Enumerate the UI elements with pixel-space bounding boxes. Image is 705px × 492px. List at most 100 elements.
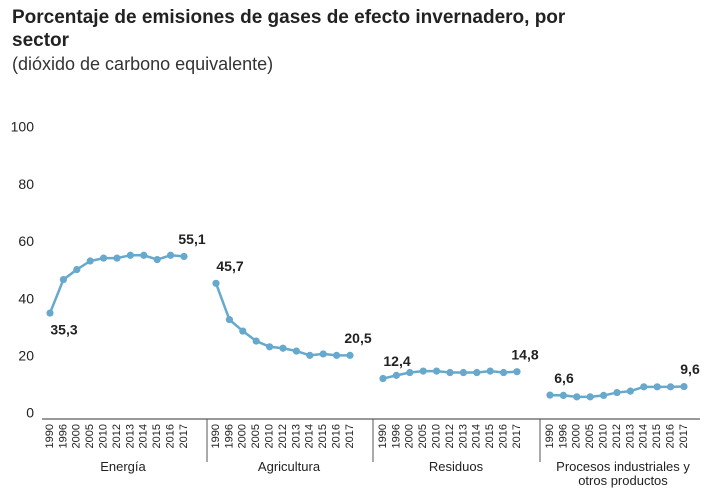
panel-label: Agricultura — [257, 459, 321, 474]
x-tick-label: 2013 — [124, 424, 136, 448]
point — [459, 368, 467, 377]
x-tick-label: 2015 — [651, 424, 663, 448]
x-tick-label: 1990 — [44, 424, 56, 448]
data-label: 55,1 — [178, 231, 205, 247]
x-tick-label: 2015 — [317, 424, 329, 448]
x-tick-label: 2016 — [498, 424, 510, 448]
y-tick-label: 100 — [11, 119, 35, 135]
line — [48, 254, 185, 314]
data-label: 45,7 — [216, 258, 243, 274]
x-tick-label: 2005 — [84, 424, 96, 448]
x-tick-label: 2000 — [71, 424, 83, 448]
x-tick-label: 1996 — [223, 424, 235, 448]
point — [513, 368, 521, 376]
point — [626, 387, 635, 395]
x-tick-label: 2005 — [584, 424, 596, 448]
point — [680, 382, 688, 391]
x-tick-label: 2010 — [264, 424, 276, 448]
x-tick-label: 2000 — [404, 424, 416, 448]
x-tick-label: 2016 — [665, 424, 677, 448]
point — [252, 337, 260, 345]
point — [473, 368, 481, 377]
point — [319, 350, 327, 358]
x-tick-label: 2015 — [484, 424, 496, 448]
point — [406, 368, 414, 377]
panel-label: Energía — [100, 459, 146, 474]
x-tick-label: 2014 — [138, 424, 150, 448]
point — [153, 255, 161, 264]
data-label: 9,6 — [680, 361, 700, 377]
x-tick-label: 2010 — [98, 424, 110, 448]
x-tick-label: 2005 — [250, 424, 262, 448]
point — [640, 383, 648, 391]
x-tick-label: 2010 — [598, 424, 610, 448]
point — [225, 316, 233, 324]
x-tick-label: 1990 — [377, 424, 389, 448]
y-tick-label: 40 — [18, 290, 34, 306]
panel-label: Procesos industriales y otros productos — [556, 459, 690, 488]
x-tick-label: 2017 — [678, 424, 690, 448]
point — [167, 251, 175, 259]
point — [500, 368, 508, 377]
x-tick-label: 2013 — [624, 424, 636, 448]
data-label: 6,6 — [554, 370, 574, 386]
data-label: 12,4 — [383, 353, 410, 369]
point — [379, 374, 387, 383]
x-tick-label: 2017 — [178, 424, 190, 448]
x-tick-label: 2014 — [638, 424, 650, 448]
x-tick-label: 2017 — [511, 424, 523, 448]
point — [239, 327, 247, 335]
x-tick-label: 2016 — [165, 424, 177, 448]
point — [126, 251, 134, 259]
x-tick-label: 2010 — [431, 424, 443, 448]
data-label: 35,3 — [50, 322, 77, 338]
line — [214, 282, 350, 357]
point — [433, 367, 441, 375]
point — [306, 351, 314, 359]
point — [140, 251, 148, 259]
point — [266, 343, 274, 351]
x-tick-label: 2012 — [444, 424, 456, 448]
panel-label: Residuos — [428, 459, 484, 474]
x-tick-label: 2017 — [344, 424, 356, 448]
data-label: 20,5 — [344, 330, 371, 346]
x-tick-label: 2014 — [304, 424, 316, 448]
point — [667, 383, 675, 391]
chart-title: Porcentaje de emisiones de gases de efec… — [12, 7, 566, 51]
point — [113, 254, 121, 262]
point — [446, 368, 454, 377]
point — [212, 279, 220, 287]
x-tick-label: 1996 — [557, 424, 569, 448]
y-tick-label: 20 — [18, 348, 34, 364]
x-tick-label: 1990 — [210, 424, 222, 448]
x-tick-label: 2000 — [237, 424, 249, 448]
point — [59, 275, 67, 284]
point — [392, 371, 400, 379]
x-tick-label: 2012 — [111, 424, 123, 448]
point — [600, 391, 608, 400]
point — [486, 367, 494, 375]
x-tick-label: 2000 — [571, 424, 583, 448]
point — [46, 309, 54, 317]
x-tick-label: 2016 — [331, 424, 343, 448]
point — [100, 254, 108, 262]
x-tick-label: 2013 — [290, 424, 302, 448]
x-tick-label: 2013 — [457, 424, 469, 448]
point — [546, 391, 554, 399]
point — [292, 347, 300, 355]
x-tick-label: 2005 — [417, 424, 429, 448]
point — [573, 393, 581, 401]
x-tick-label: 2014 — [471, 424, 483, 448]
y-tick-label: 80 — [18, 176, 34, 192]
point — [346, 351, 354, 359]
x-tick-label: 2012 — [611, 424, 623, 448]
point — [333, 351, 341, 359]
x-tick-label: 2012 — [277, 424, 289, 448]
x-tick-label: 1990 — [544, 424, 556, 448]
point — [180, 252, 188, 261]
point — [86, 257, 94, 265]
x-tick-label: 1996 — [390, 424, 402, 448]
point — [559, 391, 568, 400]
